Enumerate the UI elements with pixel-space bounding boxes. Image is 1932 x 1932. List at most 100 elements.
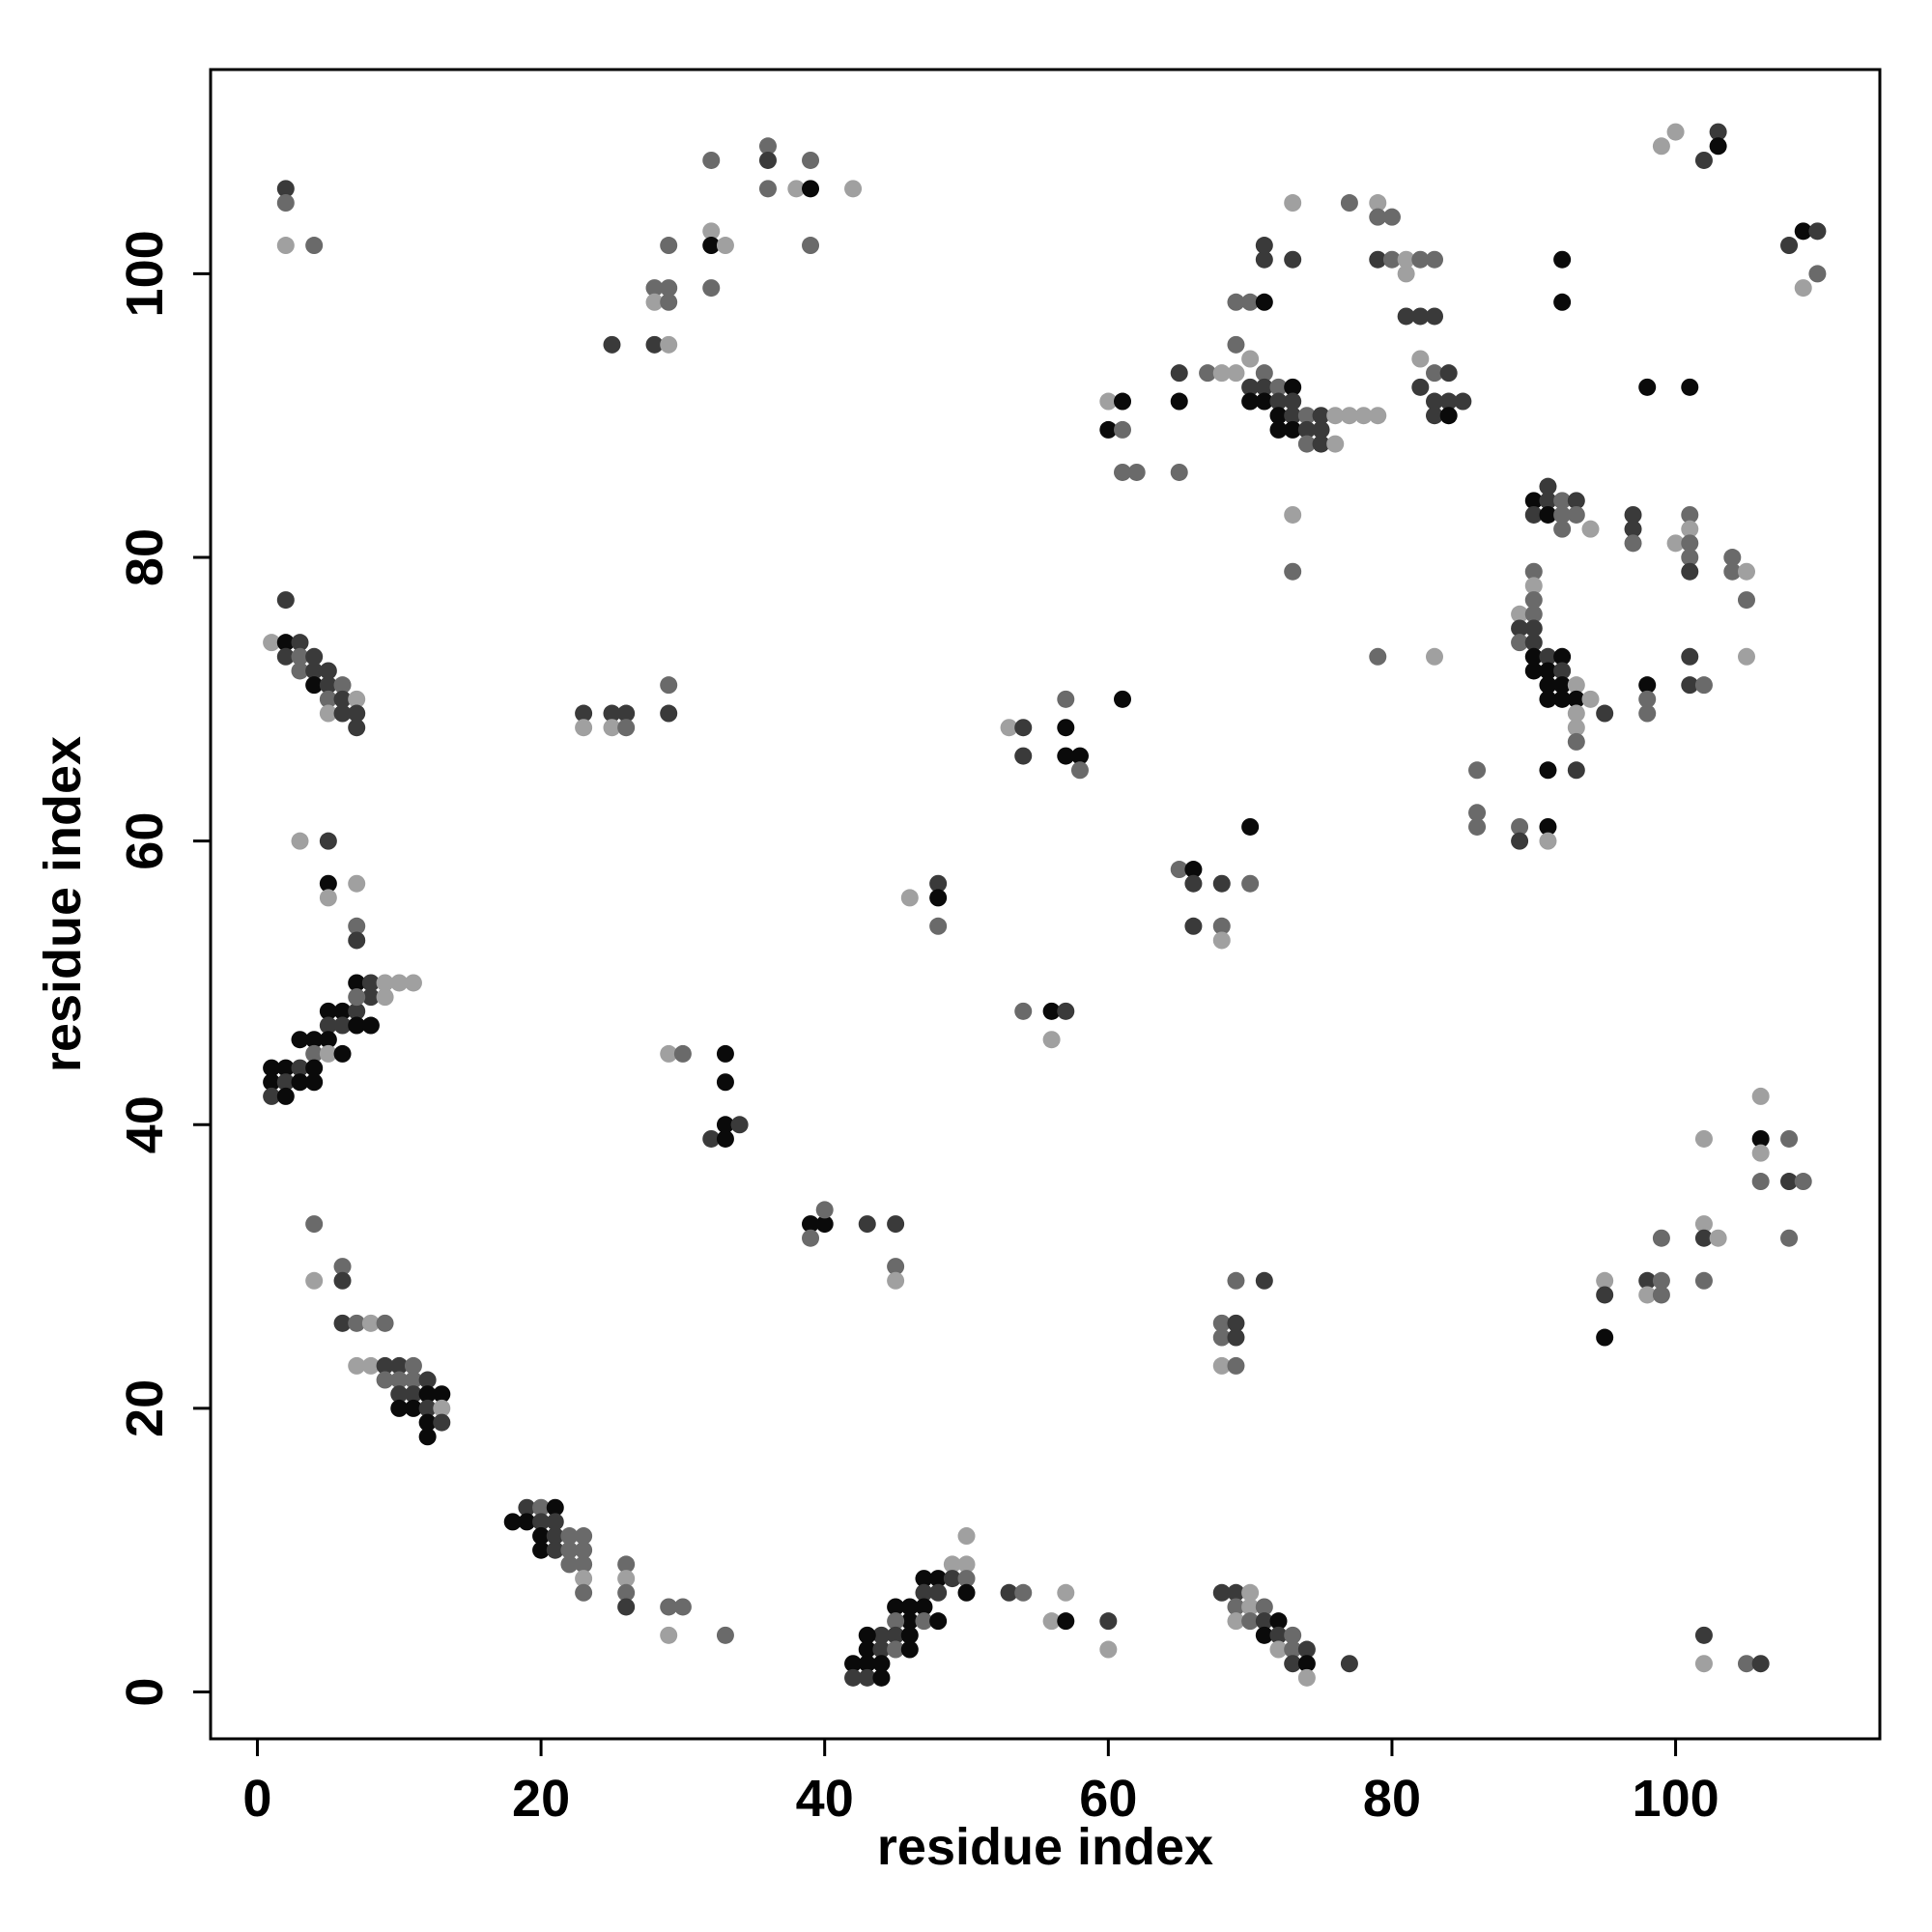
contact-point bbox=[291, 1059, 309, 1077]
contact-point bbox=[1241, 392, 1260, 411]
contact-point bbox=[1227, 1271, 1245, 1290]
contact-point bbox=[404, 1385, 422, 1404]
contact-point bbox=[560, 1541, 579, 1559]
contact-point bbox=[390, 1385, 409, 1404]
contact-point bbox=[575, 1555, 593, 1574]
contact-point bbox=[390, 974, 409, 992]
contact-point bbox=[1638, 676, 1657, 695]
contact-point bbox=[787, 180, 806, 198]
contact-point bbox=[333, 1271, 352, 1290]
contact-point bbox=[319, 1002, 337, 1020]
contact-point bbox=[276, 180, 295, 198]
contact-point bbox=[900, 1612, 919, 1631]
contact-point bbox=[1057, 747, 1075, 765]
contact-point bbox=[1057, 1583, 1075, 1602]
contact-point bbox=[1439, 364, 1458, 383]
contact-point bbox=[802, 151, 820, 169]
contact-point bbox=[1524, 577, 1543, 595]
contact-point bbox=[361, 988, 380, 1007]
contact-point bbox=[1681, 549, 1699, 567]
contact-point bbox=[929, 1570, 948, 1588]
contact-point bbox=[1652, 1286, 1670, 1304]
contact-point bbox=[319, 1044, 337, 1063]
contact-point bbox=[1284, 1655, 1302, 1673]
contact-point bbox=[333, 1044, 352, 1063]
contact-point bbox=[1227, 364, 1245, 383]
x-axis-title: residue index bbox=[877, 1818, 1213, 1876]
contact-point bbox=[943, 1555, 961, 1574]
contact-point bbox=[617, 1555, 636, 1574]
contact-point bbox=[1241, 1583, 1260, 1602]
contact-point bbox=[887, 1626, 905, 1644]
contact-point bbox=[887, 1215, 905, 1234]
contact-point bbox=[305, 1031, 324, 1049]
contact-point bbox=[1709, 123, 1727, 141]
contact-point bbox=[660, 279, 678, 298]
contact-point bbox=[1751, 1655, 1770, 1673]
contact-point bbox=[1099, 420, 1118, 439]
contact-point bbox=[1284, 194, 1302, 213]
contact-point bbox=[1099, 392, 1118, 411]
contact-point bbox=[1567, 761, 1585, 780]
contact-point bbox=[1241, 293, 1260, 311]
contact-point bbox=[390, 1399, 409, 1417]
contact-point bbox=[957, 1527, 976, 1546]
contact-point bbox=[603, 704, 621, 723]
contact-point bbox=[887, 1598, 905, 1616]
contact-point bbox=[1553, 690, 1572, 708]
contact-point bbox=[276, 1073, 295, 1092]
contact-point bbox=[858, 1640, 876, 1659]
contact-point bbox=[1524, 647, 1543, 666]
contact-point bbox=[319, 889, 337, 907]
contact-point bbox=[333, 1016, 352, 1035]
contact-point bbox=[333, 676, 352, 695]
contact-point bbox=[1042, 1002, 1061, 1020]
contact-point bbox=[348, 1002, 366, 1020]
contact-point bbox=[1624, 534, 1642, 553]
contact-point bbox=[858, 1215, 876, 1234]
contact-point bbox=[305, 1044, 324, 1063]
contact-point bbox=[348, 690, 366, 708]
contact-point bbox=[575, 1527, 593, 1546]
contact-point bbox=[1567, 505, 1585, 524]
contact-point bbox=[1694, 1229, 1713, 1247]
contact-point bbox=[1681, 562, 1699, 581]
contact-point bbox=[1114, 690, 1132, 708]
contact-point bbox=[1212, 931, 1231, 950]
y-tick-label: 40 bbox=[116, 1095, 174, 1153]
contact-point bbox=[390, 1371, 409, 1389]
contact-point bbox=[276, 634, 295, 652]
contact-point bbox=[1553, 520, 1572, 538]
contact-point bbox=[702, 222, 721, 241]
contact-point bbox=[1057, 719, 1075, 737]
contact-point bbox=[1411, 378, 1430, 396]
contact-point bbox=[1681, 676, 1699, 695]
contact-point bbox=[1596, 1286, 1614, 1304]
contact-point bbox=[1581, 690, 1600, 708]
contact-point bbox=[1000, 719, 1018, 737]
y-tick-label: 0 bbox=[116, 1678, 174, 1707]
contact-point bbox=[1340, 194, 1358, 213]
contact-point bbox=[900, 889, 919, 907]
contact-point bbox=[1057, 1612, 1075, 1631]
x-tick-label: 20 bbox=[512, 1770, 570, 1828]
contact-point bbox=[1694, 151, 1713, 169]
contact-point bbox=[1426, 250, 1444, 269]
contact-point bbox=[532, 1527, 551, 1546]
contact-point bbox=[1369, 647, 1387, 666]
contact-point bbox=[660, 1626, 678, 1644]
contact-point bbox=[758, 180, 777, 198]
contact-point bbox=[1269, 1640, 1288, 1659]
contact-point bbox=[1794, 222, 1812, 241]
contact-point bbox=[518, 1498, 536, 1517]
contact-point bbox=[376, 1356, 394, 1375]
contact-point bbox=[1255, 1598, 1273, 1616]
contact-point bbox=[305, 647, 324, 666]
contact-point bbox=[673, 1044, 692, 1063]
contact-point bbox=[1652, 1229, 1670, 1247]
contact-point bbox=[1297, 435, 1316, 453]
contact-point bbox=[1808, 265, 1827, 283]
contact-point bbox=[1638, 378, 1657, 396]
contact-point bbox=[1652, 1271, 1670, 1290]
x-tick-label: 40 bbox=[796, 1770, 854, 1828]
